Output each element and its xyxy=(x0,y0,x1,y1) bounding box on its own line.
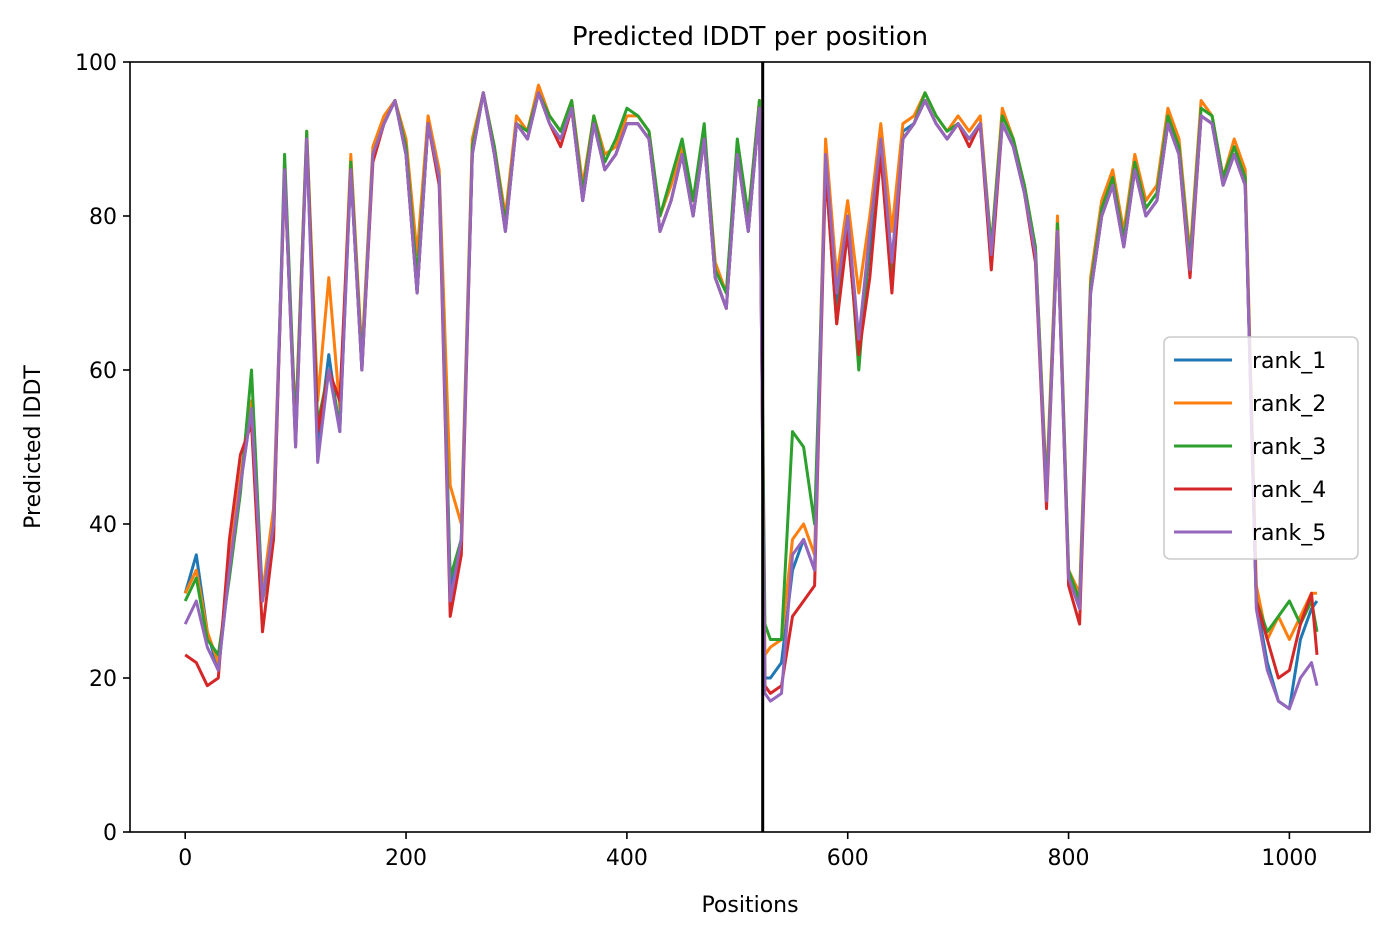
x-tick-label: 600 xyxy=(827,846,869,871)
plot-area-frame xyxy=(129,61,1371,833)
y-axis: 0 20 40 60 80 100 xyxy=(75,51,130,846)
x-tick-label: 1000 xyxy=(1261,846,1317,871)
legend-label: rank_1 xyxy=(1252,349,1326,374)
legend-label: rank_2 xyxy=(1252,392,1326,417)
chart-title: Predicted lDDT per position xyxy=(572,22,928,52)
y-tick-label: 100 xyxy=(75,51,117,76)
y-tick-label: 60 xyxy=(89,359,117,384)
series-group xyxy=(183,83,1319,711)
x-tick-label: 0 xyxy=(178,846,192,871)
x-axis-title: Positions xyxy=(701,893,798,918)
legend-label: rank_4 xyxy=(1252,478,1326,503)
y-tick-label: 20 xyxy=(89,667,117,692)
x-tick-label: 400 xyxy=(606,846,648,871)
y-tick-label: 80 xyxy=(89,205,117,230)
x-tick-label: 200 xyxy=(385,846,427,871)
legend-label: rank_5 xyxy=(1252,521,1326,546)
series-line-5 xyxy=(183,91,1319,711)
y-tick-label: 40 xyxy=(89,513,117,538)
x-tick-label: 800 xyxy=(1048,846,1090,871)
legend-label: rank_3 xyxy=(1252,435,1326,460)
y-tick-label: 0 xyxy=(103,821,117,846)
x-axis: 0 200 400 600 800 1000 xyxy=(178,832,1317,871)
y-axis-title: Predicted lDDT xyxy=(21,365,46,529)
legend: rank_1 rank_2 rank_3 rank_4 rank_5 xyxy=(1163,336,1359,560)
legend-box xyxy=(1163,336,1359,560)
